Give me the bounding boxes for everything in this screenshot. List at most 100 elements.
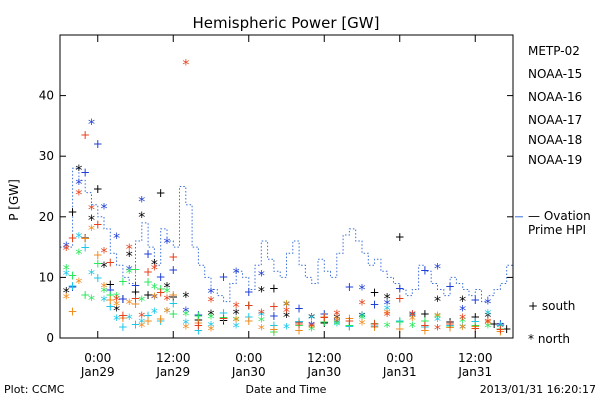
data-point: + <box>193 324 203 338</box>
data-point: * <box>333 318 340 334</box>
data-point: + <box>156 270 166 284</box>
data-point: + <box>143 265 153 279</box>
y-tick-label: 0 <box>46 331 54 345</box>
y-tick-label: 20 <box>39 210 54 224</box>
data-point: + <box>344 318 354 332</box>
data-point: + <box>118 309 128 323</box>
data-point: * <box>384 292 391 308</box>
data-point: + <box>269 309 279 323</box>
data-point: * <box>384 303 391 319</box>
legend-noaa16: NOAA-16 <box>528 90 582 104</box>
x-tick-label-date: Jan29 <box>155 365 190 379</box>
data-point: * <box>409 313 416 329</box>
data-point: * <box>459 321 466 337</box>
data-point: + <box>294 315 304 329</box>
data-point: + <box>193 308 203 322</box>
data-point: + <box>269 299 279 313</box>
data-point: * <box>163 236 170 252</box>
data-point: + <box>219 313 229 327</box>
data-point: + <box>319 315 329 329</box>
data-point: * <box>63 286 70 302</box>
data-point: * <box>233 321 240 337</box>
data-point: + <box>294 324 304 338</box>
data-point: * <box>101 294 108 310</box>
data-point: * <box>182 290 189 306</box>
data-point: * <box>434 311 441 327</box>
data-point: * <box>283 298 290 314</box>
data-point: + <box>143 314 153 328</box>
data-point: + <box>294 318 304 332</box>
data-point: + <box>470 318 480 332</box>
data-point: + <box>105 278 115 292</box>
data-point: + <box>470 293 480 307</box>
data-point: + <box>68 205 78 219</box>
data-point: * <box>434 310 441 326</box>
x-tick-label-date: Jan29 <box>80 365 115 379</box>
data-point: * <box>88 267 95 283</box>
data-point: + <box>156 314 166 328</box>
data-point: + <box>495 323 505 337</box>
x-tick-label-time: 0:00 <box>386 351 413 365</box>
data-point: + <box>193 318 203 332</box>
data-point: + <box>395 281 405 295</box>
x-tick-label-time: 12:00 <box>458 351 493 365</box>
data-point: + <box>118 292 128 306</box>
data-point: * <box>63 268 70 284</box>
data-point: * <box>258 269 265 285</box>
data-point: * <box>101 201 108 217</box>
data-point: * <box>409 309 416 325</box>
data-point: + <box>445 318 455 332</box>
data-point: + <box>370 320 380 334</box>
data-point: * <box>459 312 466 328</box>
data-point: * <box>283 298 290 314</box>
data-point: + <box>370 316 380 330</box>
data-point: + <box>193 313 203 327</box>
data-point: * <box>484 310 491 326</box>
data-point: + <box>420 264 430 278</box>
data-point: + <box>219 270 229 284</box>
data-point: * <box>409 309 416 325</box>
data-point: * <box>113 231 120 247</box>
legend-metp02: METP-02 <box>528 44 580 58</box>
data-point: * <box>75 276 82 292</box>
data-point: * <box>151 292 158 308</box>
data-point: * <box>113 290 120 306</box>
data-point: * <box>384 307 391 323</box>
data-point: + <box>168 290 178 304</box>
data-point: + <box>93 256 103 270</box>
data-point: + <box>294 315 304 329</box>
data-point: + <box>244 298 254 312</box>
data-point: + <box>80 288 90 302</box>
data-point: + <box>294 301 304 315</box>
data-point: + <box>420 318 430 332</box>
data-point: * <box>151 263 158 279</box>
data-point: * <box>258 284 265 300</box>
ovation-series <box>60 167 523 303</box>
data-point: * <box>163 293 170 309</box>
data-point: + <box>80 166 90 180</box>
data-point: + <box>395 315 405 329</box>
data-point: * <box>182 309 189 325</box>
data-point: * <box>434 294 441 310</box>
data-point: + <box>143 309 153 323</box>
data-points-layer: * + * + * + * + * + * + * + * + * + * + * + * + * + * + * + * + * + * + * + * +… <box>63 58 512 340</box>
data-point: + <box>93 182 103 196</box>
series-metp-02: * + * + * + * + * + * + * + * + * + * + * + * + * + * + * + * + * + * + * + * +… <box>63 163 512 336</box>
data-point: + <box>80 231 90 245</box>
data-point: + <box>130 278 140 292</box>
data-point: * <box>126 312 133 328</box>
data-point: * <box>182 305 189 321</box>
data-point: * <box>163 281 170 297</box>
legend-ovation-line1: — Ovation <box>528 209 591 223</box>
data-point: * <box>283 305 290 321</box>
data-point: * <box>126 242 133 258</box>
data-point: + <box>143 288 153 302</box>
data-point: + <box>395 292 405 306</box>
data-point: + <box>80 232 90 246</box>
data-point: + <box>118 275 128 289</box>
data-point: * <box>434 261 441 277</box>
data-point: * <box>333 314 340 330</box>
data-point: + <box>168 307 178 321</box>
data-point: * <box>208 286 215 302</box>
data-point: + <box>118 320 128 334</box>
